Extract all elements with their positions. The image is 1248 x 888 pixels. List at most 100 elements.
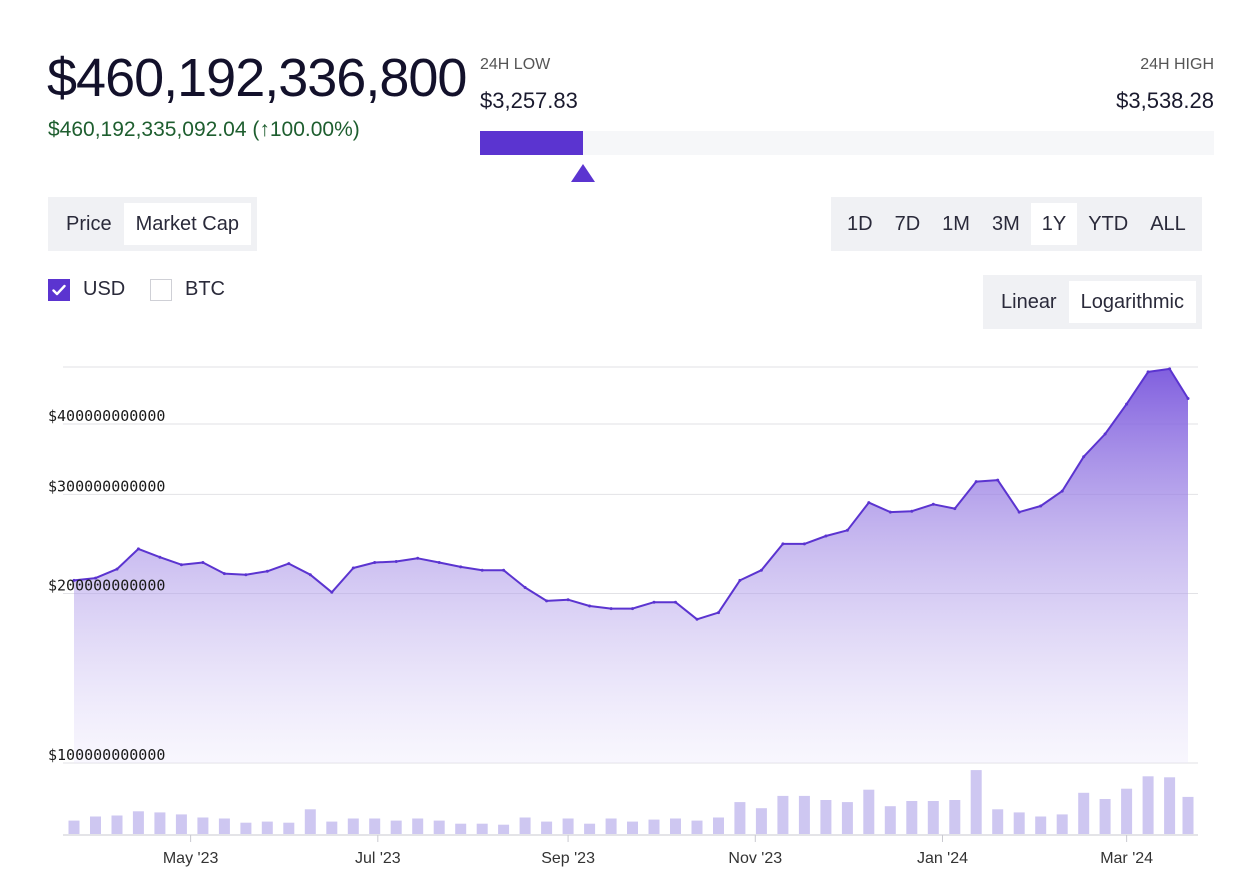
tab-7d[interactable]: 7D — [894, 212, 921, 235]
24h-high-label: 24H HIGH — [1140, 56, 1214, 73]
volume-bar — [261, 821, 273, 834]
data-point — [351, 566, 355, 570]
24h-range-bar — [480, 131, 1214, 155]
volume-bar — [562, 818, 574, 834]
x-tick-label: Jan '24 — [917, 850, 968, 867]
data-point — [974, 480, 978, 484]
data-point — [759, 568, 763, 572]
volume-bar — [1056, 814, 1068, 834]
volume-bar — [1164, 777, 1176, 834]
volume-bar — [455, 823, 467, 834]
currency-usd-checkbox[interactable]: USD — [48, 278, 125, 301]
volume-bar — [498, 824, 510, 834]
24h-range-fill — [480, 131, 583, 155]
data-point — [201, 561, 205, 564]
data-point — [330, 590, 334, 594]
data-point — [867, 501, 871, 505]
y-tick-label: $400000000000 — [48, 407, 165, 425]
volume-bar — [111, 815, 123, 834]
volume-bar — [884, 806, 896, 834]
data-point — [845, 528, 849, 532]
volume-bar — [1142, 776, 1154, 834]
data-point — [695, 617, 699, 621]
metric-option-market-cap[interactable]: Market Cap — [123, 203, 251, 245]
data-point — [222, 572, 226, 576]
volume-bar — [1121, 788, 1133, 834]
data-point — [1060, 489, 1064, 493]
market-cap-area — [74, 368, 1188, 763]
tab-ytd[interactable]: YTD — [1088, 212, 1129, 235]
scale-option-logarithmic[interactable]: Logarithmic — [1068, 281, 1196, 323]
currency-btc-label: BTC — [185, 278, 225, 300]
current-price-pointer-icon — [571, 164, 595, 182]
data-point — [996, 478, 1000, 482]
data-point — [1146, 370, 1150, 374]
metric-toggle: Price Market Cap — [48, 197, 257, 251]
volume-bar — [1013, 812, 1025, 834]
volume-bar — [970, 770, 982, 834]
volume-bar — [863, 789, 875, 834]
volume-bar — [541, 821, 553, 834]
volume-bar — [369, 818, 381, 834]
x-tick-label: Mar '24 — [1100, 850, 1153, 867]
volume-bar — [175, 814, 187, 834]
data-point — [802, 542, 806, 546]
data-point — [1039, 504, 1043, 508]
volume-bar — [326, 821, 338, 834]
volume-bar — [605, 818, 617, 834]
data-point — [781, 542, 785, 546]
volume-bar — [412, 818, 424, 834]
scale-toggle: Linear Logarithmic — [983, 275, 1202, 329]
market-cap-chart[interactable]: $100000000000 $200000000000 $300000000000 $… — [0, 340, 1248, 888]
data-point — [588, 604, 592, 608]
currency-btc-checkbox[interactable]: BTC — [150, 278, 225, 301]
x-tick-label: Nov '23 — [728, 850, 782, 867]
volume-bar — [390, 820, 402, 834]
tab-1d[interactable]: 1D — [847, 212, 873, 235]
market-cap-change: $460,192,335,092.04 (↑100.00%) — [48, 118, 360, 141]
volume-bar — [734, 802, 746, 834]
24h-high-value: $3,538.28 — [1116, 88, 1214, 113]
data-point — [459, 565, 463, 569]
volume-bar — [992, 809, 1004, 834]
data-point — [545, 599, 549, 603]
scale-option-linear[interactable]: Linear — [1001, 290, 1057, 313]
data-point — [910, 509, 914, 513]
data-point — [953, 507, 957, 511]
data-point — [1186, 397, 1190, 400]
y-tick-label: $200000000000 — [48, 577, 165, 595]
y-tick-label: $300000000000 — [48, 477, 165, 495]
volume-bar — [68, 820, 80, 834]
volume-bar — [777, 795, 789, 834]
data-point — [1125, 402, 1129, 406]
checkbox-checked-icon — [48, 278, 70, 301]
data-point — [136, 547, 140, 551]
x-tick-label: May '23 — [163, 850, 219, 867]
volume-bar — [627, 821, 638, 834]
tab-3m[interactable]: 3M — [991, 212, 1020, 235]
volume-bar — [132, 811, 144, 834]
data-point — [115, 567, 119, 571]
volume-bar — [90, 816, 101, 834]
data-point — [717, 611, 720, 615]
data-point — [931, 502, 935, 506]
currency-usd-label: USD — [83, 278, 126, 300]
data-point — [523, 586, 527, 589]
data-point — [265, 569, 269, 573]
24h-low-label: 24H LOW — [480, 56, 551, 73]
x-tick-label: Jul '23 — [355, 850, 401, 867]
metric-option-price[interactable]: Price — [66, 212, 112, 235]
data-point — [179, 563, 183, 567]
data-point — [480, 568, 484, 572]
data-point — [888, 510, 892, 514]
y-tick-label: $100000000000 — [48, 746, 165, 764]
data-point — [244, 573, 248, 577]
tab-1y[interactable]: 1Y — [1030, 203, 1078, 245]
volume-bar — [347, 818, 359, 834]
data-point — [287, 562, 291, 566]
tab-all[interactable]: ALL — [1150, 212, 1186, 235]
volume-bar — [433, 820, 445, 834]
data-point — [1017, 510, 1021, 514]
tab-1m[interactable]: 1M — [942, 212, 970, 235]
data-point — [674, 600, 677, 604]
